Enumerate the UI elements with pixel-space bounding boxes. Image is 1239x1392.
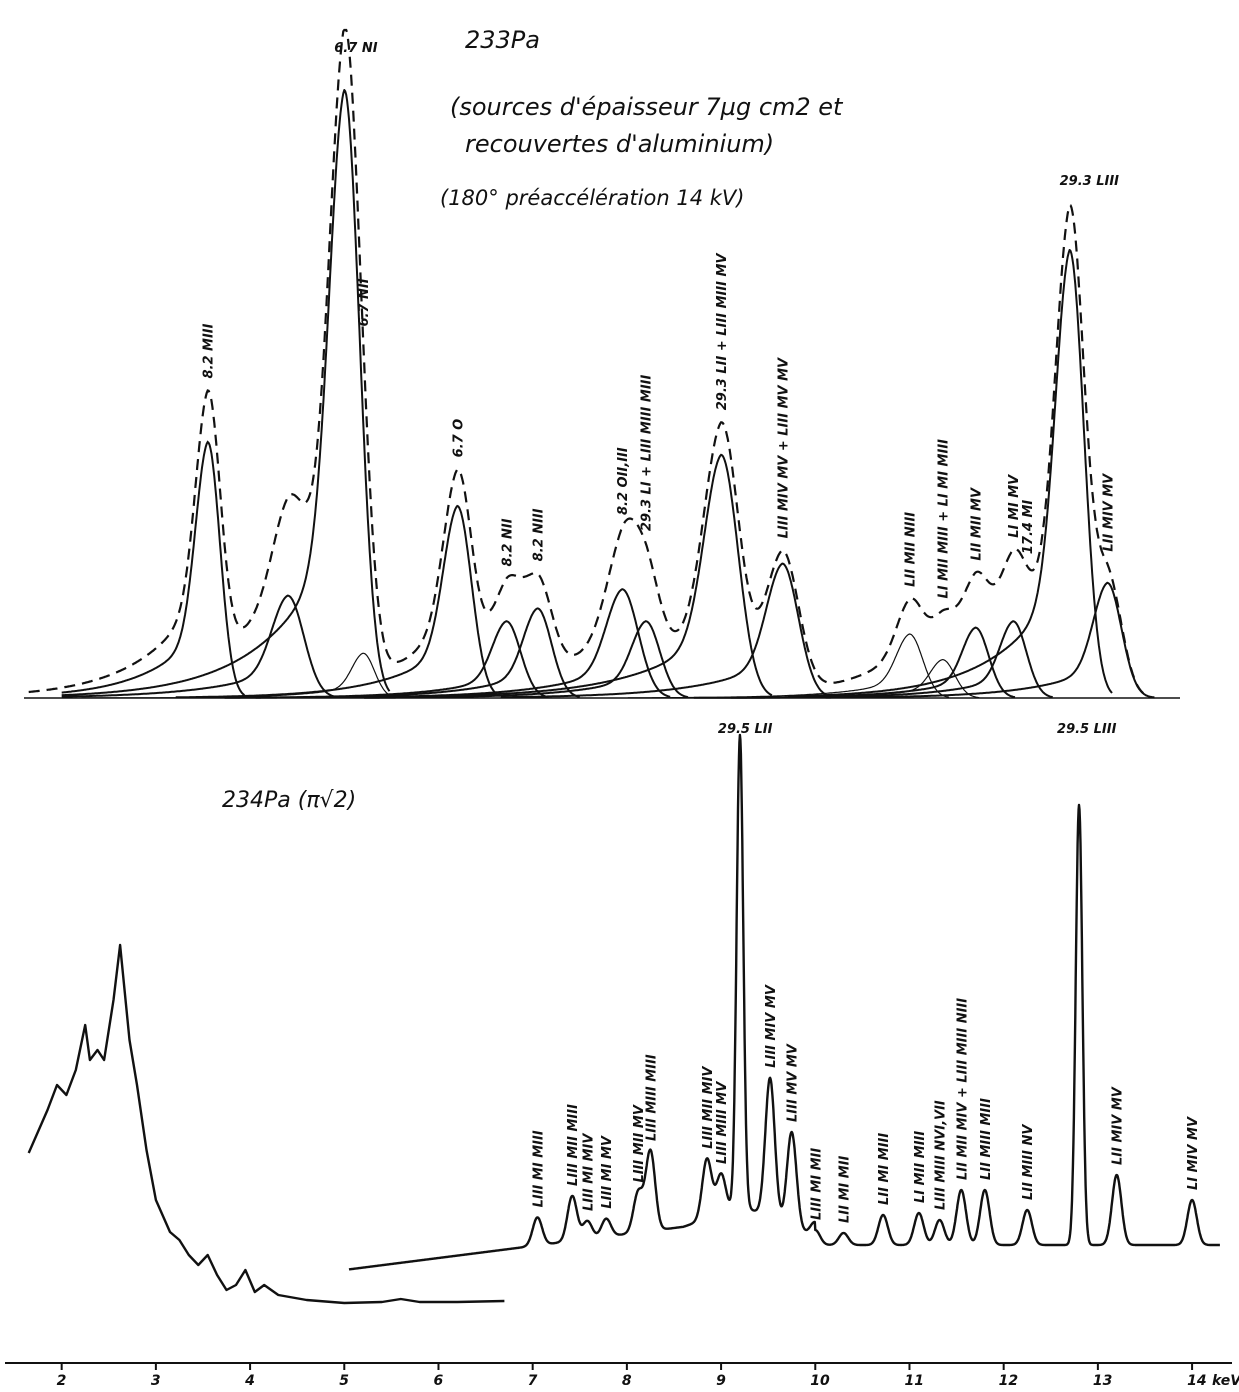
x-tick-label-10: 10 <box>810 1373 830 1389</box>
upper-subtitle-line-2: recouvertes d'aluminium) <box>465 130 774 158</box>
upper-peak-label-3: 6.7 NII <box>357 278 372 326</box>
x-tick-label-4: 4 <box>244 1373 255 1389</box>
lower-peak-label-21: LI MIV MV <box>1186 1116 1201 1190</box>
x-tick-label-12: 12 <box>999 1373 1018 1389</box>
lower-peak-label-5: LIII MIII MIII <box>644 1054 659 1141</box>
upper-peak-label-14: LI MI MV <box>1007 474 1022 538</box>
lower-peak-label-15: LIII MIII NVI,VII <box>934 1100 949 1210</box>
lower-peak-label-3: LIII MI MV <box>600 1135 615 1209</box>
x-tick-label-11: 11 <box>904 1373 923 1389</box>
lower-peak-label-18: LII MIII NV <box>1021 1124 1036 1200</box>
upper-panel-curves <box>24 28 1180 699</box>
x-axis-ticks: 2 3 4 5 6 7 8 9 10 11 12 13 14 <box>57 1363 1207 1389</box>
x-tick-label-14: 14 <box>1187 1373 1206 1389</box>
lower-peak-label-2: LIII MI MIV <box>581 1133 596 1211</box>
x-tick-label-3: 3 <box>151 1373 161 1389</box>
upper-peak-curve-1 <box>61 594 337 698</box>
x-axis-unit-label: keV <box>1212 1373 1239 1389</box>
upper-panel-title: 233Pa <box>465 26 540 54</box>
upper-peak-label-5: 8.2 NII <box>500 518 515 566</box>
upper-peak-label-11: LII MII NIII <box>903 512 918 587</box>
upper-peak-label-2: 6.7 NI <box>334 41 377 56</box>
lower-peak-label-4: LIII MII MV <box>632 1104 647 1182</box>
lower-peak-label-20: LII MIV MV <box>1111 1086 1126 1165</box>
upper-panel-peak-labels: 8.2 MIII 6.7 NI 6.7 NII 6.7 O 8.2 NII 8.2 NII… <box>202 41 1119 599</box>
lower-curve-low-energy <box>27 943 505 1305</box>
upper-peak-label-10: LIII MIV MV + LIII MV MV <box>776 357 791 538</box>
lower-peak-label-16: LII MII MIV + LIII MIII NIII <box>955 998 970 1180</box>
upper-peak-curve-7 <box>340 588 671 699</box>
upper-peak-label-0: 8.2 MIII <box>202 323 217 378</box>
x-tick-label-9: 9 <box>716 1373 726 1389</box>
upper-peak-label-17: LII MIV MV <box>1101 473 1116 552</box>
x-tick-label-5: 5 <box>339 1373 349 1389</box>
lower-peak-label-6: LIII MII MIV <box>701 1066 716 1149</box>
lower-peak-label-11: LIII MI MII <box>809 1148 824 1220</box>
upper-peak-label-12: LI MII MIII + LI MI MIII <box>936 439 951 599</box>
lower-peak-label-1: LIII MII MIII <box>566 1104 581 1186</box>
upper-peak-curve-2 <box>61 89 391 697</box>
lower-peak-label-12: LII MI MII <box>838 1155 853 1223</box>
lower-peak-label-8: 29.5 LII <box>718 722 773 737</box>
upper-peak-label-13: LII MII MV <box>969 487 984 561</box>
lower-peak-label-17: LII MIII MIII <box>979 1098 994 1180</box>
lower-panel-curves <box>27 733 1221 1305</box>
lower-peak-label-9: LIII MIV MV <box>764 984 779 1068</box>
upper-peak-curve-10 <box>500 562 831 699</box>
upper-peak-label-6: 8.2 NIII <box>531 508 546 561</box>
lower-peak-label-7: LIII MIII MV <box>715 1081 730 1164</box>
lower-peak-label-0: LIII MI MIII <box>531 1130 546 1207</box>
upper-envelope-dashed <box>28 28 1155 699</box>
upper-peak-label-16: 29.3 LIII <box>1060 174 1120 189</box>
upper-peak-curve-14 <box>731 620 1053 699</box>
x-tick-label-7: 7 <box>528 1373 538 1389</box>
upper-peak-label-4: 6.7 O <box>451 419 466 458</box>
upper-subtitle-line-3: (180° préaccélération 14 kV) <box>440 186 745 210</box>
upper-peak-label-9: 29.3 LII + LIII MIII MV <box>715 253 730 411</box>
lower-peak-label-13: LII MI MIII <box>877 1133 892 1205</box>
upper-peak-curve-0 <box>61 440 246 696</box>
upper-peak-curve-16 <box>787 249 1113 698</box>
upper-peak-curve-17 <box>825 581 1150 699</box>
upper-peak-curve-6 <box>255 607 580 699</box>
lower-curve-high-energy <box>348 733 1221 1271</box>
lower-peak-label-19: 29.5 LIII <box>1057 722 1117 737</box>
lower-panel-peak-labels: LIII MI MIII LIII MII MIII LIII MI MIV LIII… <box>531 722 1201 1223</box>
upper-subtitle-line-1: (sources d'épaisseur 7µg cm2 et <box>450 93 844 121</box>
lower-panel-title: 234Pa (π√2) <box>222 788 356 813</box>
upper-peak-label-7: 8.2 OII,III <box>616 447 631 515</box>
upper-peak-curve-4 <box>175 504 501 699</box>
x-tick-label-2: 2 <box>57 1373 67 1389</box>
x-tick-label-13: 13 <box>1093 1373 1112 1389</box>
lower-peak-label-10: LIII MV MV <box>786 1043 801 1122</box>
x-tick-label-6: 6 <box>433 1373 443 1389</box>
upper-peak-curve-9 <box>439 453 773 698</box>
lower-peak-label-14: LI MII MIII <box>913 1131 928 1203</box>
upper-peak-label-15: 17.4 MI <box>1021 500 1036 555</box>
upper-peak-label-8: 29.3 LI + LIII MIII MIII <box>640 375 655 532</box>
x-tick-label-8: 8 <box>622 1373 632 1389</box>
